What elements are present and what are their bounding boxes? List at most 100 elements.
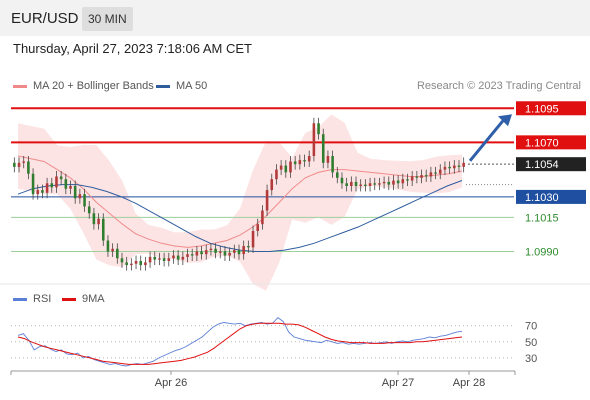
candle-body [116, 248, 119, 259]
candle [223, 246, 227, 261]
candle-body [345, 183, 348, 186]
bollinger-band [18, 114, 462, 291]
candle-body [373, 183, 377, 185]
x-tick-label: Apr 26 [155, 377, 187, 389]
candle-body [401, 179, 405, 184]
candle [378, 177, 381, 191]
level-label-1.1054: 1.1054 [525, 159, 559, 171]
candle [167, 252, 171, 267]
candle-body [317, 123, 320, 135]
candle [382, 176, 386, 189]
candle [354, 176, 358, 192]
candle-body [209, 248, 213, 251]
candle [237, 244, 241, 260]
candle [73, 180, 77, 204]
symbol-title: EUR/USD [11, 10, 79, 27]
candle-body [50, 183, 54, 188]
candle-body [195, 251, 199, 256]
header-bar: EUR/USD 30 MIN [0, 0, 590, 36]
forecast-arrow-head [498, 114, 512, 127]
candle [181, 251, 185, 266]
candle [270, 173, 274, 196]
candle [111, 243, 114, 257]
level-label-1.1070: 1.1070 [525, 137, 559, 149]
candle-body [350, 181, 353, 186]
candle [17, 157, 21, 173]
candle [279, 160, 283, 176]
candle [373, 177, 377, 191]
candle [83, 188, 86, 212]
x-tick-label: Apr 27 [382, 377, 414, 389]
level-tag-1.1054: 1.1054 [516, 157, 586, 172]
candle [200, 246, 203, 260]
candle [116, 243, 119, 264]
candle [130, 258, 133, 271]
candle [251, 225, 255, 253]
candle-body [340, 177, 344, 184]
forecast-arrow-shaft [468, 117, 507, 162]
candle-body [387, 181, 391, 185]
x-tick-label: Apr 28 [453, 377, 485, 389]
candle [69, 180, 72, 195]
candle [36, 184, 40, 200]
candle [209, 243, 213, 256]
candle [307, 150, 311, 167]
candle [434, 166, 437, 180]
candle [50, 177, 54, 193]
candle [101, 213, 105, 246]
candle [275, 164, 278, 185]
candle-body [265, 190, 269, 211]
candle-body [200, 251, 203, 255]
candle [22, 156, 25, 169]
candle [59, 171, 63, 185]
candle [144, 256, 147, 271]
timeframe-button[interactable]: 30 MIN [82, 7, 133, 31]
candle [55, 171, 58, 193]
candle-body [64, 179, 68, 189]
candle-body [130, 263, 133, 266]
candle [186, 248, 189, 263]
candle [401, 173, 405, 189]
candle-body [462, 162, 465, 167]
candle-body [247, 246, 250, 248]
level-label-1.1095: 1.1095 [525, 103, 559, 115]
candle [158, 252, 161, 266]
candle-body [186, 254, 189, 257]
candle [303, 154, 306, 167]
level-tag-1.1030: 1.1030 [516, 189, 586, 204]
candle [120, 252, 124, 268]
candle [340, 172, 344, 189]
candle-body [270, 179, 274, 191]
candle-body [251, 231, 255, 248]
candle-body [410, 176, 414, 181]
candle [106, 235, 110, 257]
legend-ma20-label: MA 20 + Bollinger Bands [33, 80, 154, 92]
candle [228, 247, 231, 261]
candle [317, 117, 320, 140]
candle [443, 161, 447, 176]
candle-body [242, 246, 245, 255]
candle-body [303, 160, 306, 162]
candle [195, 246, 199, 261]
candle [261, 205, 264, 230]
candle-body [87, 206, 91, 214]
candle-body [73, 186, 77, 199]
level-tag-bg [516, 135, 586, 150]
candle [424, 169, 428, 182]
candle [359, 179, 362, 192]
legend-ma20: MA 20 + Bollinger Bands [13, 80, 154, 92]
candle-body [443, 166, 447, 170]
candle-body [415, 176, 419, 178]
candle-body [13, 162, 16, 167]
level-tag-1.1070: 1.1070 [516, 135, 586, 150]
candle [153, 251, 157, 266]
candle [125, 256, 128, 271]
candle-body [406, 179, 409, 181]
candle-body [41, 190, 44, 193]
candle-body [204, 250, 208, 255]
candle-body [420, 175, 423, 178]
candle-body [55, 176, 58, 188]
candle-body [214, 248, 217, 253]
candle [298, 154, 302, 170]
